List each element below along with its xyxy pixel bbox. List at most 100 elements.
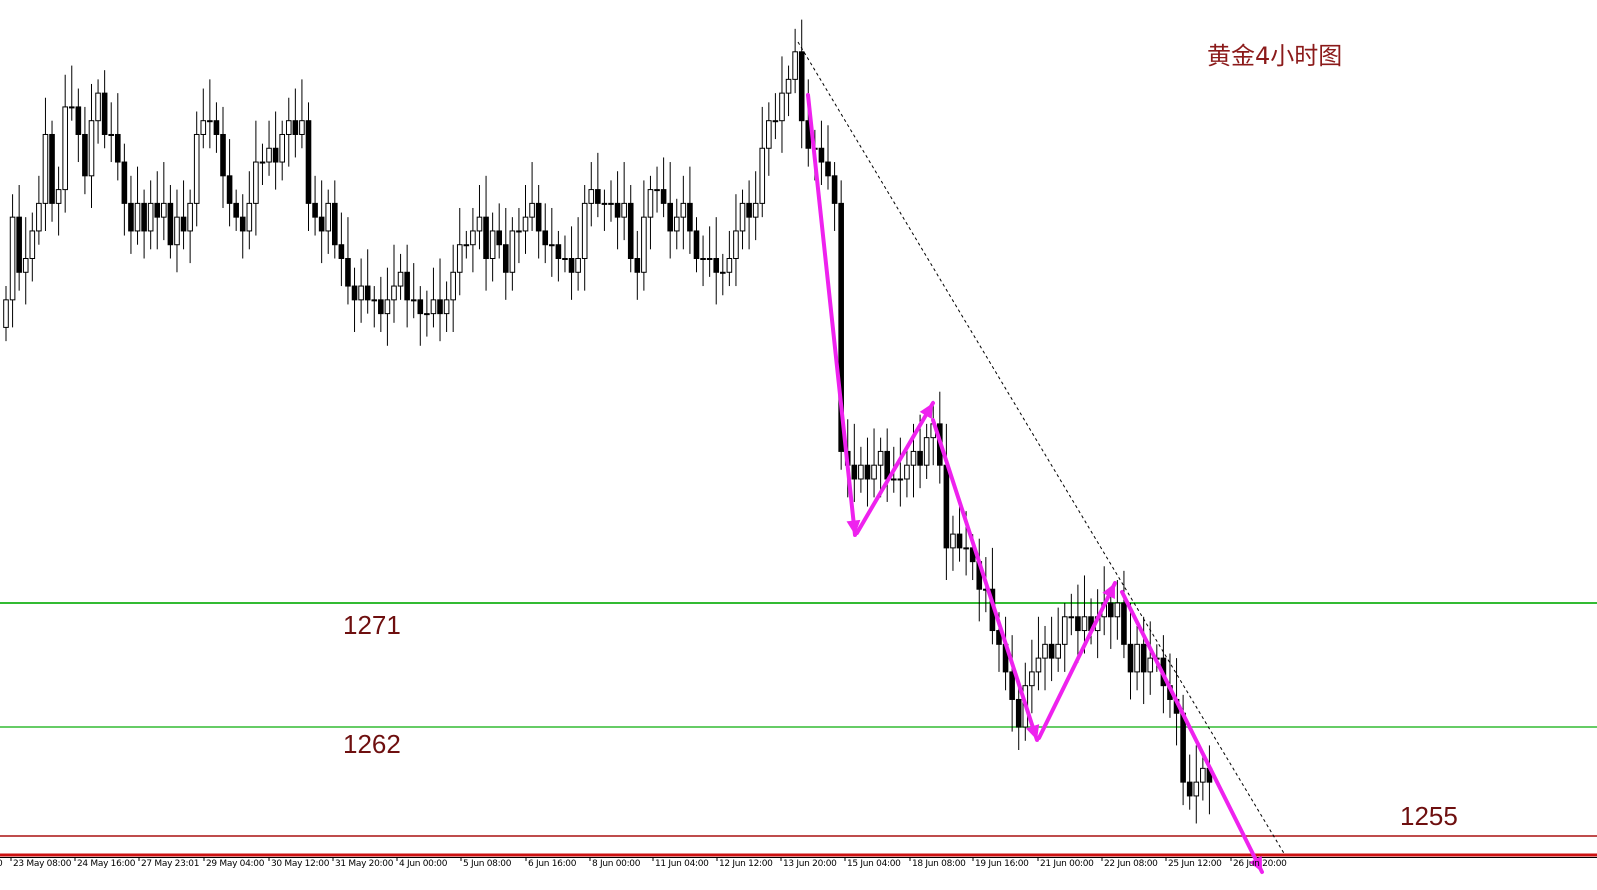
candle-body: [818, 147, 825, 163]
annotation-arrow-head: [919, 403, 933, 419]
candle-body: [417, 299, 424, 315]
candle-body: [259, 161, 266, 164]
candle-body: [95, 92, 101, 122]
x-tick-label: 24 May 16:00: [77, 859, 136, 869]
candle-body: [858, 464, 864, 480]
candle-body: [443, 299, 450, 315]
candle-body: [279, 133, 285, 163]
candle-body: [338, 244, 345, 260]
candle-body: [1193, 781, 1200, 797]
candle-body: [1081, 616, 1088, 632]
candle-body: [647, 189, 654, 218]
candle-body: [1061, 616, 1068, 645]
candle-body: [456, 244, 463, 273]
candle-body: [956, 533, 963, 549]
candle-body: [746, 202, 752, 218]
annotation-arrow-shaft: [1120, 590, 1264, 874]
x-tick-label: 25 Jun 12:00: [1168, 859, 1222, 869]
candle-body: [687, 202, 693, 232]
candle-body: [489, 230, 496, 260]
candle-body: [424, 313, 430, 316]
x-tick-label: 26 Jun 20:00: [1233, 859, 1287, 869]
candle-body: [516, 230, 522, 233]
candle-body: [1035, 657, 1042, 673]
candle-body: [766, 120, 772, 149]
candle-body: [759, 147, 766, 204]
candle-body: [660, 189, 667, 204]
x-tick-label: 6 Jun 16:00: [528, 859, 577, 869]
candle-body: [1042, 643, 1048, 659]
candle-body: [917, 450, 923, 466]
candle-body: [246, 202, 253, 232]
candle-body: [792, 51, 798, 80]
candle-body: [1140, 643, 1147, 673]
candle-body: [345, 258, 351, 287]
candle-body: [581, 202, 588, 260]
annotation-arrow-shaft: [931, 418, 1039, 742]
candle-body: [542, 230, 549, 246]
trendline: [797, 41, 1286, 856]
candle-body: [595, 189, 601, 204]
candle-body: [1009, 671, 1015, 700]
candle-body: [1127, 643, 1134, 673]
x-tick-label: 29 May 04:00: [206, 859, 265, 869]
candle-body: [391, 285, 397, 301]
candle-body: [88, 120, 95, 177]
x-tick-label: 13 Jun 20:00: [783, 859, 837, 869]
annotation-arrow-head: [1249, 856, 1262, 872]
candle-body: [147, 202, 154, 232]
candle-body: [22, 258, 29, 273]
candle-body: [351, 285, 358, 301]
candle-body: [673, 216, 680, 232]
candle-body: [9, 216, 16, 301]
annotation-arrow-head: [846, 519, 861, 535]
candle-body: [121, 161, 128, 204]
candle-body: [1134, 643, 1140, 673]
chart-title: 黄金4小时图: [1207, 42, 1343, 70]
candle-body: [522, 216, 529, 232]
candle-body: [463, 244, 470, 247]
x-tick-label: 19 Jun 16:00: [975, 859, 1029, 869]
candle-body: [890, 478, 897, 481]
candle-body: [1147, 657, 1154, 673]
x-tick-label: 5 Jun 08:00: [463, 859, 512, 869]
candle-body: [680, 202, 687, 218]
candle-body: [1015, 698, 1022, 728]
x-tick-label: 23 May 08:00: [13, 859, 72, 869]
candle-body: [207, 120, 213, 123]
annotation-arrow-shaft: [1037, 581, 1117, 740]
candle-body: [134, 202, 141, 232]
candle-body: [108, 133, 115, 136]
candle-body: [410, 299, 417, 302]
candle-body: [220, 133, 226, 177]
candle-body: [923, 437, 930, 466]
candle-body: [378, 299, 384, 315]
annotation-arrow-shaft: [855, 401, 935, 535]
x-tick-label: 31 May 20:00: [335, 859, 394, 869]
candle-body: [404, 271, 410, 301]
candle-body: [772, 120, 779, 123]
candle-body: [608, 202, 614, 205]
x-tick-label: 18 Jun 08:00: [912, 859, 966, 869]
candle-body: [154, 202, 161, 218]
candle-body: [101, 92, 108, 135]
candle-body: [384, 299, 391, 315]
candle-body: [397, 271, 404, 287]
candle-body: [634, 258, 641, 273]
candle-body: [305, 120, 312, 204]
level-label-1262: 1262: [343, 729, 401, 759]
x-tick-label: 12 Jun 12:00: [719, 859, 773, 869]
candle-body: [272, 147, 279, 163]
candle-body: [568, 258, 575, 273]
candle-body: [621, 202, 627, 218]
candle-body: [601, 202, 608, 205]
candle-body: [42, 133, 49, 204]
candle-body: [871, 464, 877, 480]
candle-body: [141, 202, 147, 232]
candle-body: [562, 258, 568, 260]
x-tick-label: 22 Jun 08:00: [1104, 859, 1158, 869]
candle-body: [200, 120, 207, 135]
candle-body: [3, 299, 9, 328]
candle-body: [292, 120, 299, 135]
